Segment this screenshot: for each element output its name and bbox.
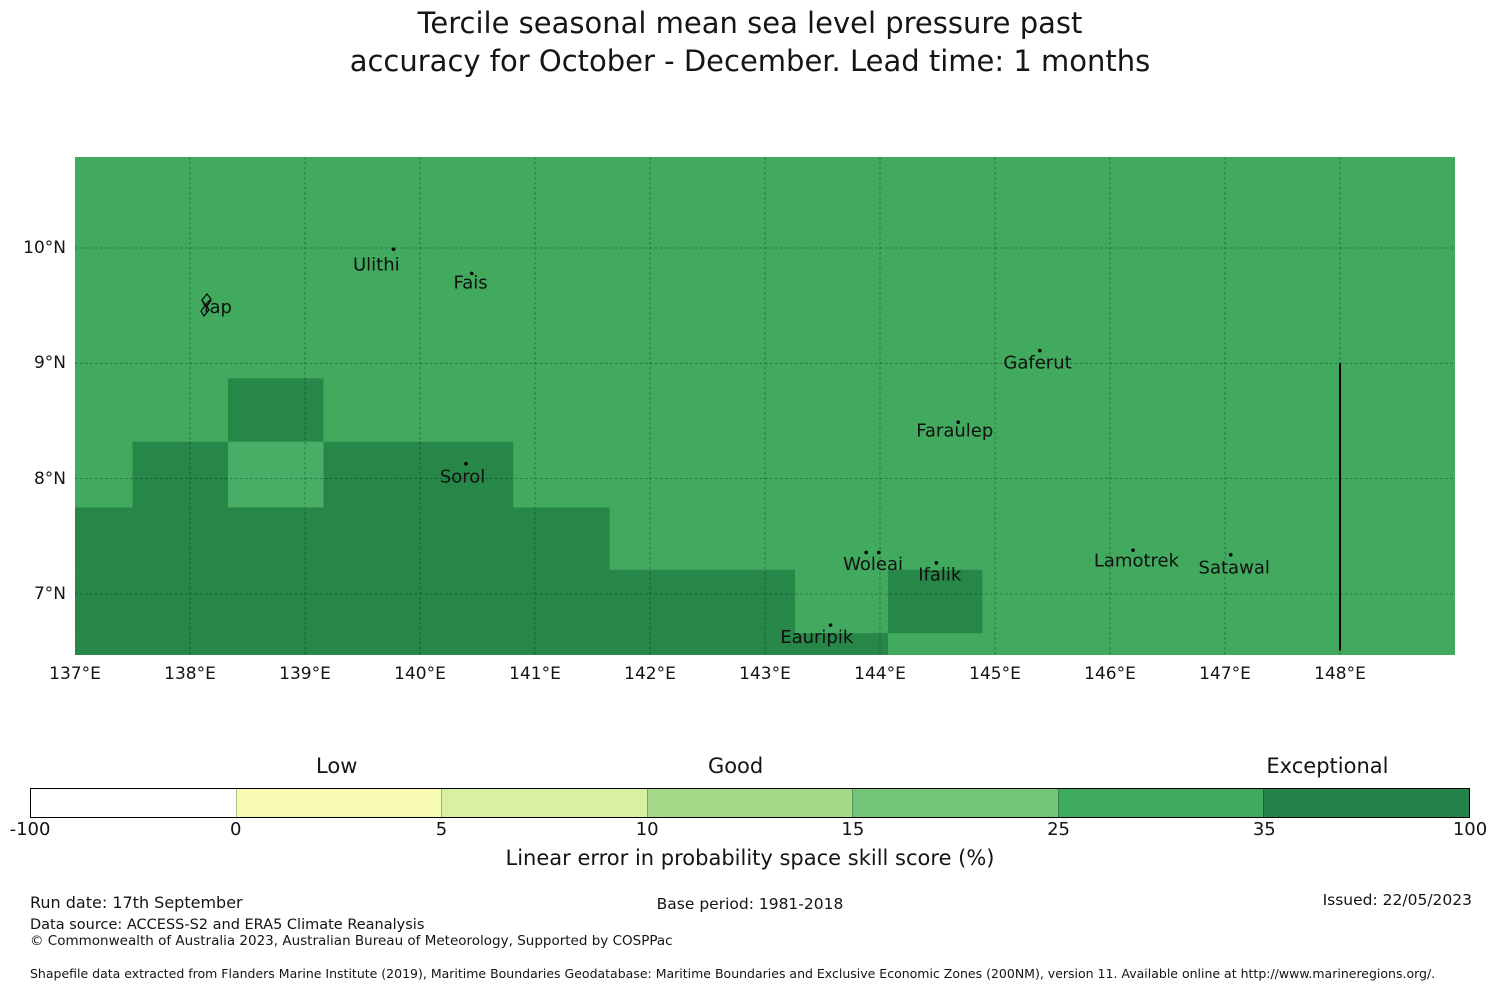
colorbar-tick-label: 15 — [841, 819, 865, 840]
colorbar-tick-label: 10 — [635, 819, 659, 840]
colorbar-band-15-25 — [852, 789, 1058, 817]
colorbar-band-35-100 — [1263, 789, 1470, 817]
skill-cell-35-100 — [227, 378, 324, 442]
data-source-text: Data source: ACCESS-S2 and ERA5 Climate … — [30, 917, 425, 933]
colorbar-band--100-0 — [31, 789, 236, 817]
shapefile-note-text: Shapefile data extracted from Flanders M… — [30, 966, 1436, 981]
x-tick-label: 138°E — [164, 664, 216, 684]
run-date-text: Run date: 17th September — [30, 893, 243, 912]
island-dot — [391, 247, 396, 251]
colorbar-tick-label: 100 — [1452, 819, 1488, 840]
x-tick-label: 141°E — [509, 664, 561, 684]
island-label-yap: Yap — [200, 297, 232, 318]
island-dot — [469, 271, 474, 276]
island-label-eauripik: Eauripik — [780, 627, 854, 648]
skill-cell-35-100 — [323, 441, 514, 508]
island-dot — [1228, 552, 1233, 557]
map-canvas: Yap Ulithi Fais Gaferut Faraulep Sorol Woleai I… — [75, 157, 1455, 655]
base-period-text: Base period: 1981-2018 — [656, 895, 844, 913]
x-tick-label: 147°E — [1199, 664, 1251, 684]
island-label-fais: Fais — [454, 273, 488, 294]
colorbar-tick-label: 25 — [1047, 819, 1071, 840]
x-tick-label: 139°E — [279, 664, 331, 684]
island-label-ifalik: Ifalik — [918, 565, 962, 586]
colorbar-tick-label: 35 — [1252, 819, 1276, 840]
x-tick-label: 148°E — [1314, 664, 1366, 684]
colorbar-tick-label: -100 — [9, 819, 51, 840]
skill-cell-35-100 — [132, 441, 228, 508]
x-tick-label: 137°E — [49, 664, 101, 684]
island-dot — [828, 623, 833, 627]
island-label-satawal: Satawal — [1199, 558, 1270, 579]
skill-cell-35-100 — [75, 507, 610, 570]
island-dot — [864, 550, 868, 555]
colorbar-band-0-5 — [235, 789, 442, 817]
colorbar-category-exceptional: Exceptional — [1266, 754, 1389, 778]
colorbar-band-10-15 — [646, 789, 853, 817]
issued-date-text: Issued: 22/05/2023 — [1322, 891, 1472, 909]
island-label-faraulep: Faraulep — [916, 420, 993, 441]
x-tick-label: 140°E — [394, 664, 446, 684]
x-tick-label: 142°E — [624, 664, 676, 684]
island-label-lamotrek: Lamotrek — [1094, 551, 1180, 572]
island-dot — [1131, 548, 1135, 552]
y-tick-label: 10°N — [23, 237, 66, 258]
x-tick-label: 146°E — [1084, 664, 1136, 684]
x-tick-label: 143°E — [739, 664, 791, 684]
x-tick-label: 144°E — [854, 664, 906, 684]
island-dot — [464, 461, 468, 466]
island-label-sorol: Sorol — [440, 467, 485, 488]
title-line-2: accuracy for October - December. Lead ti… — [349, 44, 1151, 78]
title-line-1: Tercile seasonal mean sea level pressure… — [417, 6, 1083, 40]
x-tick-label: 145°E — [969, 664, 1021, 684]
copyright-text: © Commonwealth of Australia 2023, Austra… — [30, 933, 673, 949]
colorbar-tick-label: 0 — [229, 819, 242, 840]
island-label-gaferut: Gaferut — [1003, 352, 1071, 373]
island-dot — [1038, 348, 1042, 353]
colorbar — [30, 788, 1470, 818]
island-label-ulithi: Ulithi — [353, 254, 400, 275]
skill-cell-15-25 — [227, 441, 324, 508]
colorbar-band-5-10 — [441, 789, 647, 817]
skill-cell-35-100 — [888, 569, 983, 634]
figure-title: Tercile seasonal mean sea level pressure… — [0, 4, 1500, 80]
y-tick-label: 8°N — [33, 468, 66, 489]
island-dot — [956, 420, 960, 424]
colorbar-category-good: Good — [707, 754, 764, 778]
colorbar-category-low: Low — [316, 754, 358, 778]
skill-cell-35-100 — [75, 633, 889, 655]
island-dot — [934, 561, 939, 565]
map-plot: Yap Ulithi Fais Gaferut Faraulep Sorol Woleai I… — [75, 157, 1455, 655]
yap-island-outline — [200, 293, 212, 317]
skill-cell-35-100 — [75, 569, 795, 634]
island-label-woleai: Woleai — [843, 554, 903, 575]
colorbar-band-25-35 — [1057, 789, 1264, 817]
y-tick-label: 7°N — [33, 583, 66, 604]
y-tick-label: 9°N — [33, 353, 66, 374]
colorbar-tick-label: 5 — [435, 819, 448, 840]
colorbar-axis-label: Linear error in probability space skill … — [505, 846, 995, 870]
island-dot — [877, 550, 881, 555]
